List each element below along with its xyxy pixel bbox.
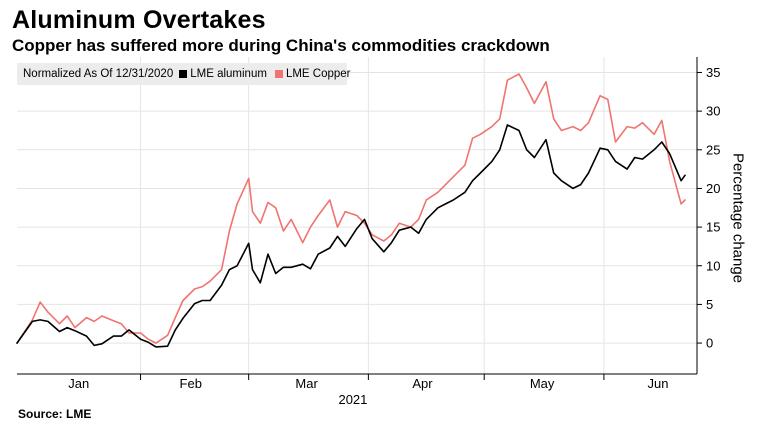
legend: Normalized As Of 12/31/2020 LME aluminum… (17, 63, 351, 85)
chart-subtitle: Copper has suffered more during China's … (12, 36, 550, 55)
series-line-copper (16, 73, 686, 344)
y-tick-label: 10 (706, 258, 720, 273)
y-tick-label: 15 (706, 220, 720, 235)
legend-label-copper: LME Copper (285, 68, 351, 80)
y-tick-label: 25 (706, 142, 720, 157)
y-tick-label: 0 (706, 336, 713, 351)
y-axis-title-text: Percentage change (729, 152, 747, 284)
x-tick-label: Jan (68, 376, 89, 391)
legend-normalized-label: Normalized As Of 12/31/2020 (23, 68, 174, 80)
y-tick-label: 20 (706, 181, 720, 196)
y-tick-label: 35 (706, 65, 720, 80)
source-note: Source: LME (18, 407, 92, 421)
y-tick-label: 30 (706, 104, 720, 119)
x-tick-label: Mar (295, 376, 318, 391)
series-line-aluminum (16, 124, 686, 348)
x-tick-label: Jun (647, 376, 668, 391)
y-axis-title: Percentage change (708, 148, 760, 288)
legend-item-copper: LME Copper (274, 68, 351, 80)
legend-item-aluminum: LME aluminum (179, 68, 267, 80)
x-tick-label: May (530, 376, 555, 391)
chart-title: Aluminum Overtakes (12, 6, 266, 34)
x-tick-label: Feb (180, 376, 202, 391)
legend-swatch-aluminum (179, 70, 188, 78)
legend-swatch-copper (274, 70, 283, 78)
x-tick-label: Apr (412, 376, 433, 391)
y-tick-label: 5 (706, 297, 713, 312)
legend-label-aluminum: LME aluminum (190, 68, 267, 80)
x-axis-year-label: 2021 (338, 392, 367, 407)
